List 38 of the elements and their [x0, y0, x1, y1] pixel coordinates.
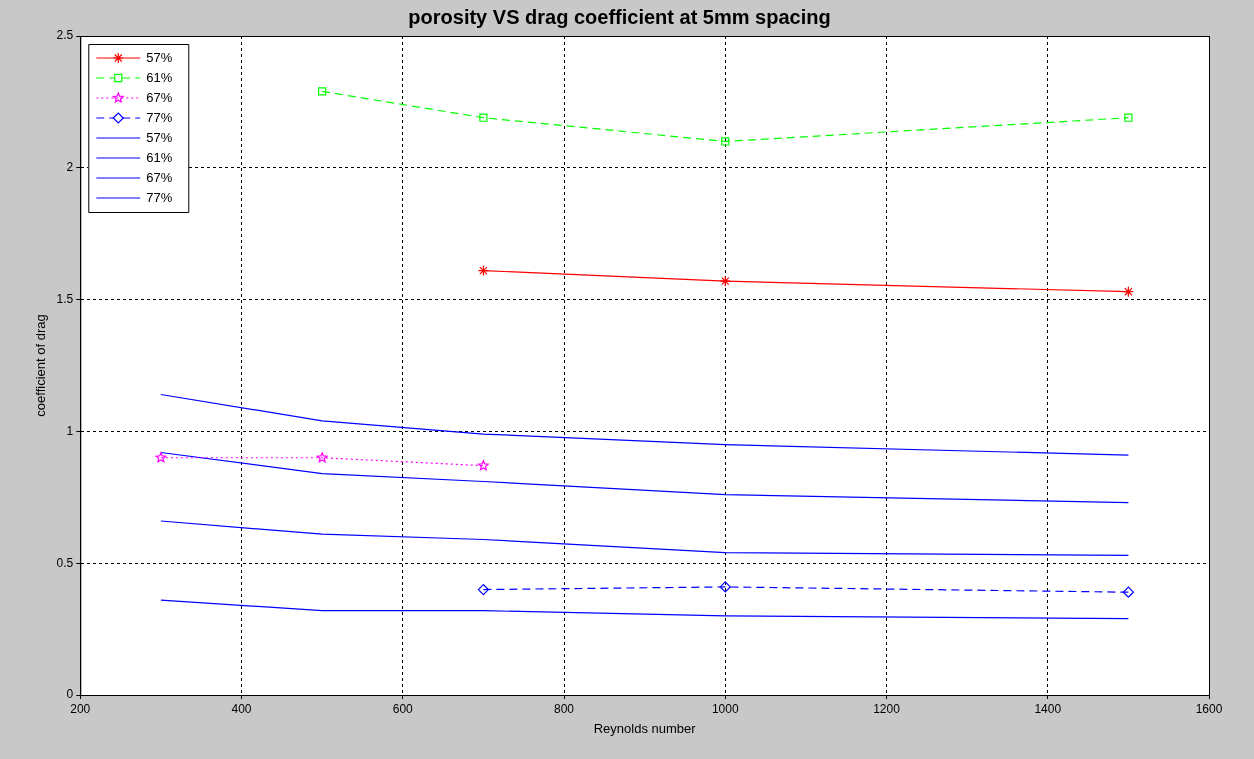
point — [719, 275, 731, 287]
x-tick-label: 400 — [231, 701, 252, 716]
y-tick-label: 2.5 — [56, 28, 74, 43]
x-tick-label: 1200 — [873, 701, 901, 716]
legend-label: 61% — [146, 149, 173, 165]
point — [1122, 586, 1134, 598]
point — [479, 113, 488, 122]
point — [478, 460, 489, 471]
point — [1124, 113, 1133, 122]
point — [477, 265, 489, 277]
point — [477, 583, 489, 596]
y-tick-label: 0.5 — [56, 555, 74, 570]
legend-label: 67% — [146, 169, 173, 185]
y-axis-title: coefficient of drag — [33, 314, 49, 417]
legend-label: 77% — [146, 109, 173, 125]
y-tick-label: 0 — [66, 687, 74, 702]
legend-label: 61% — [146, 69, 173, 85]
x-tick-label: 200 — [70, 701, 91, 716]
point — [721, 137, 730, 146]
x-tick-label: 1000 — [711, 701, 739, 716]
point — [316, 452, 328, 463]
y-tick-label: 2 — [66, 160, 74, 175]
legend-label: 57% — [146, 49, 173, 65]
x-tick-label: 1400 — [1034, 701, 1062, 716]
legend-label: 57% — [146, 129, 173, 145]
chart-title: porosity VS drag coefficient at 5mm spacing — [408, 5, 831, 28]
y-tick-label: 1.5 — [56, 291, 74, 306]
point — [1122, 286, 1134, 298]
x-tick-label: 600 — [392, 701, 414, 716]
x-axis-title: Reynolds number — [593, 720, 697, 736]
y-tick-label: 1 — [66, 423, 74, 438]
legend-label: 77% — [146, 189, 173, 205]
point — [719, 581, 731, 593]
x-tick-label: 800 — [554, 701, 575, 716]
point — [155, 452, 167, 463]
x-tick-label: 1600 — [1195, 701, 1223, 716]
point — [318, 87, 327, 96]
legend-label: 67% — [146, 89, 173, 105]
